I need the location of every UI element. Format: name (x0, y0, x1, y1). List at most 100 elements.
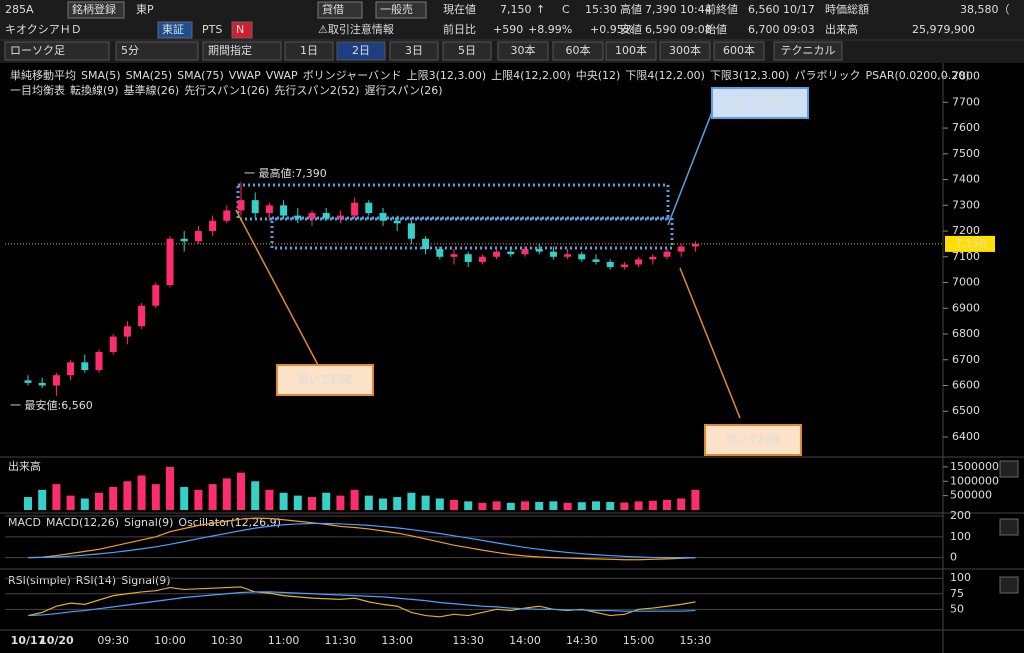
volume-bar (251, 481, 260, 510)
legend-entry: 上限3(12,3.00) (407, 69, 487, 82)
header-text: 貸借 (322, 2, 344, 16)
candle-body (578, 254, 586, 260)
legend-entry: 基準線(26) (124, 83, 180, 97)
pane-title: MACD (8, 516, 41, 529)
toolbar-button[interactable] (442, 41, 492, 61)
annotation-box (704, 424, 802, 456)
header-text: 前終値 (705, 2, 738, 16)
header-text: N (236, 23, 244, 36)
volume-bar (677, 498, 686, 510)
y-tick-label: 6600 (952, 378, 980, 391)
header-text: PTS (202, 23, 222, 36)
y-tick-label: 0 (950, 551, 957, 564)
candle-body (478, 256, 486, 262)
close-button[interactable] (999, 460, 1019, 478)
candle-body (223, 210, 231, 221)
legend-entry: パラボリック (794, 69, 860, 82)
x-tick-label: 14:00 (509, 634, 541, 647)
header-text: 6,590 09:08 (645, 23, 712, 36)
toolbar-button[interactable] (202, 41, 282, 61)
callout (667, 111, 713, 226)
volume-bar (549, 501, 558, 510)
annotation-box (276, 364, 374, 396)
y-tick-label: 7500 (952, 147, 980, 160)
legend-entry: SMA(5) (81, 69, 121, 82)
header-button[interactable] (231, 21, 253, 39)
legend-entry: 転換線(9) (70, 83, 119, 97)
header-button[interactable] (67, 1, 125, 19)
close-button[interactable] (999, 518, 1019, 536)
candle-body (209, 220, 217, 232)
candle-body (649, 256, 657, 260)
header-button[interactable] (157, 21, 193, 39)
candle-body (308, 213, 316, 219)
volume-bar (38, 489, 47, 510)
volume-bar (52, 484, 61, 510)
candle-body (407, 223, 415, 239)
candle-body (521, 249, 529, 255)
highlight-box (270, 216, 674, 250)
toolbar-button[interactable] (605, 41, 657, 61)
y-tick-label: 100 (950, 571, 971, 584)
header-text: 7,390 10:44 (645, 3, 712, 16)
volume-bar (421, 495, 430, 510)
volume-bar (648, 500, 657, 510)
volume-bar (80, 498, 89, 510)
candle-body (251, 200, 259, 214)
candle-body (493, 251, 501, 257)
toolbar-button[interactable] (552, 41, 604, 61)
legend-entry: 下限3(12,3.00) (710, 69, 790, 82)
toolbar-button[interactable] (115, 41, 199, 61)
volume-bar (691, 489, 700, 510)
toolbar-button[interactable] (389, 41, 439, 61)
y-tick-label: 7000 (952, 276, 980, 289)
series-line (27, 517, 696, 561)
candle-body (677, 246, 685, 252)
toolbar-button[interactable] (773, 41, 843, 61)
legend-entry: PSAR(0.0200,0.20) (865, 69, 969, 82)
header-text: 現在値 (443, 3, 476, 16)
toolbar-button[interactable] (497, 41, 549, 61)
volume-bar (194, 489, 203, 510)
toolbar-button[interactable] (336, 41, 386, 61)
candle-body (280, 205, 288, 216)
toolbar-button[interactable] (4, 41, 110, 61)
volume-bar (137, 475, 146, 510)
candle-body (351, 202, 359, 216)
candle-body (464, 254, 472, 262)
legend-entry: Oscillator(12,26,9) (178, 516, 280, 529)
candle-body (549, 251, 557, 257)
high-label: 一 最高値:7,390 (244, 166, 327, 180)
toolbar-button[interactable] (284, 41, 334, 61)
toolbar-text: 100本 (615, 43, 647, 57)
x-tick-label: 15:30 (680, 634, 712, 647)
volume-bar (151, 484, 160, 510)
volume-bar (237, 472, 245, 510)
candle-body (365, 202, 373, 214)
volume-bar (407, 492, 416, 510)
close-button[interactable] (999, 576, 1019, 594)
toolbar-button[interactable] (713, 41, 765, 61)
x-tick-label: 10/20 (39, 634, 74, 647)
candle-body (81, 362, 89, 371)
volume-bar (109, 487, 118, 510)
low-label: 一 最安値:6,560 (10, 398, 93, 412)
toolbar-text: 5日 (458, 44, 476, 57)
y-tick-label: 6800 (952, 327, 980, 340)
header-text: 15:30 (585, 3, 617, 16)
header-button[interactable] (317, 1, 363, 19)
legend-entry: 先行スパン1(26) (184, 84, 269, 97)
candle-body (52, 375, 60, 386)
y-tick-label: 6400 (952, 430, 980, 443)
volume-bar (620, 502, 629, 510)
header-button[interactable] (375, 1, 427, 19)
toolbar-button[interactable] (659, 41, 711, 61)
candle-body (635, 259, 643, 265)
volume-bar (180, 487, 189, 510)
annotation: 買いで利確 (298, 372, 353, 386)
volume-bar (265, 489, 274, 510)
volume-bar (166, 466, 174, 510)
volume-bar (577, 502, 586, 510)
volume-bar (208, 484, 217, 510)
